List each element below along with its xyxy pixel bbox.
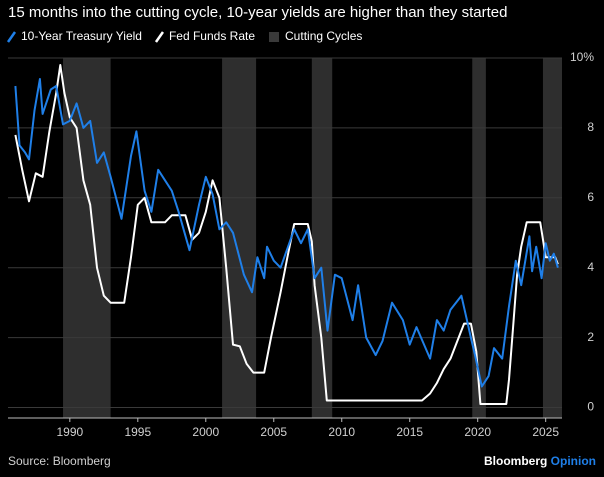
legend-icon	[154, 31, 164, 43]
brand: Bloomberg Opinion	[484, 454, 596, 468]
legend-label: Cutting Cycles	[285, 29, 362, 43]
cutting-cycle	[222, 58, 257, 418]
legend-icon	[6, 31, 17, 43]
x-tick-label: 2000	[192, 425, 219, 439]
x-tick-label: 2010	[328, 425, 355, 439]
brand-name: Bloomberg	[484, 454, 547, 468]
y-tick-label: 6	[587, 190, 594, 204]
x-tick-label: 2025	[532, 425, 559, 439]
x-tick-label: 1990	[56, 425, 83, 439]
x-tick-label: 2005	[260, 425, 287, 439]
chart-title: 15 months into the cutting cycle, 10-yea…	[8, 4, 507, 21]
legend-icon	[269, 32, 280, 42]
legend-label: Fed Funds Rate	[169, 29, 255, 43]
brand-suffix: Opinion	[551, 454, 596, 468]
x-tick-label: 2020	[464, 425, 491, 439]
legend-label: 10-Year Treasury Yield	[21, 29, 142, 43]
x-tick-label: 1995	[124, 425, 151, 439]
y-tick-label: 4	[587, 260, 594, 274]
x-tick-label: 2015	[396, 425, 423, 439]
cutting-cycle	[63, 58, 111, 418]
cutting-cycle	[311, 58, 333, 418]
series-line	[14, 64, 559, 405]
cutting-cycle	[472, 58, 486, 418]
series-line	[14, 78, 559, 388]
cutting-cycle	[542, 58, 562, 418]
y-tick-label: 0	[587, 400, 594, 414]
y-tick-label: 10%	[570, 50, 594, 64]
y-tick-label: 8	[587, 120, 594, 134]
y-tick-label: 2	[587, 330, 594, 344]
source: Source: Bloomberg	[8, 454, 111, 468]
